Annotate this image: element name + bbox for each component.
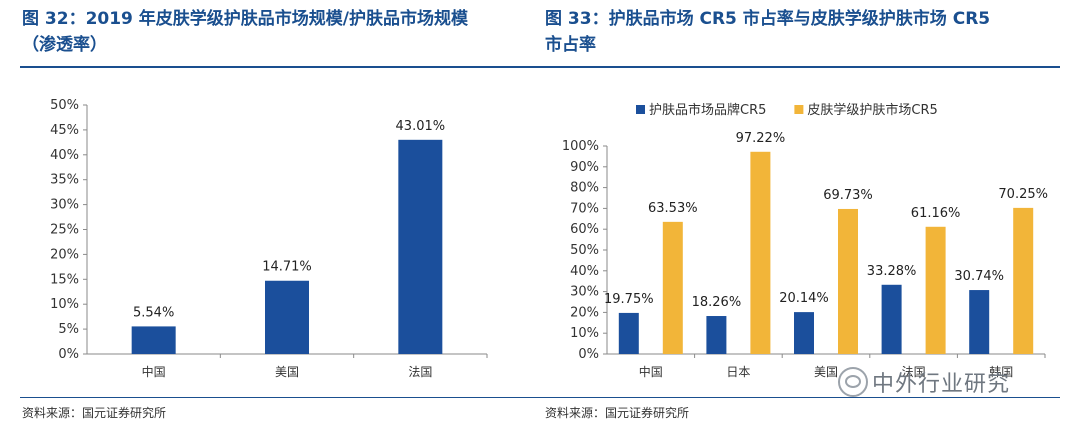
chart2-legend-label: 皮肤学级护肤市场CR5 bbox=[807, 102, 937, 118]
chart2-y-tick-label: 70% bbox=[570, 201, 599, 216]
chart1-y-tick-label: 25% bbox=[50, 223, 79, 238]
chart1-x-tick-label: 法国 bbox=[408, 365, 432, 379]
chart2-data-label: 69.73% bbox=[823, 188, 873, 203]
chart2-data-label: 61.16% bbox=[911, 206, 961, 221]
chart2-data-label: 33.28% bbox=[867, 264, 917, 279]
chart2-bar bbox=[618, 312, 639, 354]
chart2-bar bbox=[794, 312, 814, 354]
figure-32-caption: 图 32：2019 年皮肤学级护肤品市场规模/护肤品市场规模 （渗透率） bbox=[22, 6, 522, 58]
chart2-data-label: 18.26% bbox=[692, 295, 742, 310]
chart1-y-tick-label: 0% bbox=[58, 347, 79, 362]
chart2-data-label: 70.25% bbox=[998, 187, 1048, 202]
chart2-x-tick-label: 中国 bbox=[639, 364, 663, 379]
chart1-data-label: 43.01% bbox=[396, 119, 446, 134]
chart2-y-tick-label: 90% bbox=[570, 160, 599, 175]
chart2-y-tick-label: 80% bbox=[570, 181, 599, 196]
chart1-y-tick-label: 5% bbox=[58, 322, 79, 337]
chart2-x-tick-label: 韩国 bbox=[989, 364, 1013, 379]
chart2-data-label: 20.14% bbox=[779, 291, 829, 306]
footer-divider bbox=[20, 397, 1060, 398]
chart2-bar bbox=[662, 221, 683, 354]
chart2-y-tick-label: 100% bbox=[562, 139, 599, 154]
figure-32-caption-line2: （渗透率） bbox=[22, 35, 107, 55]
chart1-data-label: 14.71% bbox=[262, 260, 312, 275]
chart2-y-tick-label: 30% bbox=[570, 285, 599, 300]
figure-33-source: 资料来源：国元证券研究所 bbox=[545, 406, 690, 420]
chart2-y-tick-label: 20% bbox=[570, 305, 599, 320]
chart1-y-tick-label: 35% bbox=[50, 173, 79, 188]
chart2-bar bbox=[706, 316, 727, 354]
figure-33-caption: 图 33：护肤品市场 CR5 市占率与皮肤学级护肤市场 CR5 市占率 bbox=[545, 6, 1065, 58]
wechat-icon bbox=[838, 367, 868, 397]
chart2-data-label: 30.74% bbox=[954, 269, 1004, 284]
chart2-data-label: 63.53% bbox=[648, 201, 698, 216]
chart2-data-label: 97.22% bbox=[736, 131, 786, 146]
chart1-y-tick-label: 50% bbox=[50, 98, 79, 113]
watermark-text: 中外行业研究 bbox=[872, 372, 1011, 397]
chart2-y-tick-label: 0% bbox=[578, 347, 599, 362]
chart2-y-tick-label: 10% bbox=[570, 326, 599, 341]
chart2-y-tick-label: 60% bbox=[570, 222, 599, 237]
penetration-bar-chart: 0% 5% 10% 15% 20% 25% 30% 35% 40% 45% 50% 中国 5.54% 美国… bbox=[50, 98, 488, 379]
chart2-legend-swatch bbox=[636, 105, 645, 114]
chart2-data-label: 19.75% bbox=[604, 292, 654, 307]
chart2-bar bbox=[881, 284, 902, 354]
chart1-bar bbox=[398, 139, 443, 354]
chart2-y-tick-label: 50% bbox=[570, 243, 599, 258]
chart1-x-tick-label: 中国 bbox=[142, 364, 166, 379]
chart2-x-tick-label: 法国 bbox=[902, 365, 926, 379]
chart1-x-tick-label: 美国 bbox=[275, 365, 299, 379]
chart2-y-tick-label: 40% bbox=[570, 264, 599, 279]
figure-32-caption-line1: 图 32：2019 年皮肤学级护肤品市场规模/护肤品市场规模 bbox=[22, 9, 469, 29]
chart2-bar bbox=[838, 208, 858, 354]
chart2-bar bbox=[969, 290, 990, 354]
figure-32-source: 资料来源：国元证券研究所 bbox=[22, 406, 167, 420]
chart1-y-tick-label: 45% bbox=[50, 123, 79, 138]
chart1-y-tick-label: 15% bbox=[50, 272, 79, 287]
chart2-bar bbox=[925, 226, 946, 354]
chart1-y-tick-label: 20% bbox=[50, 247, 79, 262]
chart2-x-tick-label: 美国 bbox=[814, 365, 838, 379]
cr5-bar-chart: 0% 10% 20% 30% 40% 50% 60% 70% 80% 90% 100% 中国 19.75… bbox=[562, 102, 1048, 379]
chart2-legend-label: 护肤品市场品牌CR5 bbox=[649, 102, 766, 118]
chart2-bar bbox=[1013, 207, 1034, 354]
chart1-data-label: 5.54% bbox=[133, 305, 174, 320]
chart1-y-tick-label: 10% bbox=[50, 297, 79, 312]
chart1-bar bbox=[131, 326, 176, 354]
watermark: 中外行业研究 bbox=[838, 366, 1010, 398]
chart2-legend-swatch bbox=[794, 105, 804, 114]
caption-divider bbox=[20, 66, 1060, 68]
figure-33-caption-line2: 市占率 bbox=[545, 35, 596, 55]
chart2-bar bbox=[750, 151, 771, 354]
figure-33-caption-line1: 图 33：护肤品市场 CR5 市占率与皮肤学级护肤市场 CR5 bbox=[545, 9, 991, 29]
chart1-bar bbox=[265, 280, 309, 354]
chart2-x-tick-label: 日本 bbox=[726, 365, 750, 379]
chart1-y-tick-label: 40% bbox=[50, 148, 79, 163]
chart1-y-tick-label: 30% bbox=[50, 198, 79, 213]
